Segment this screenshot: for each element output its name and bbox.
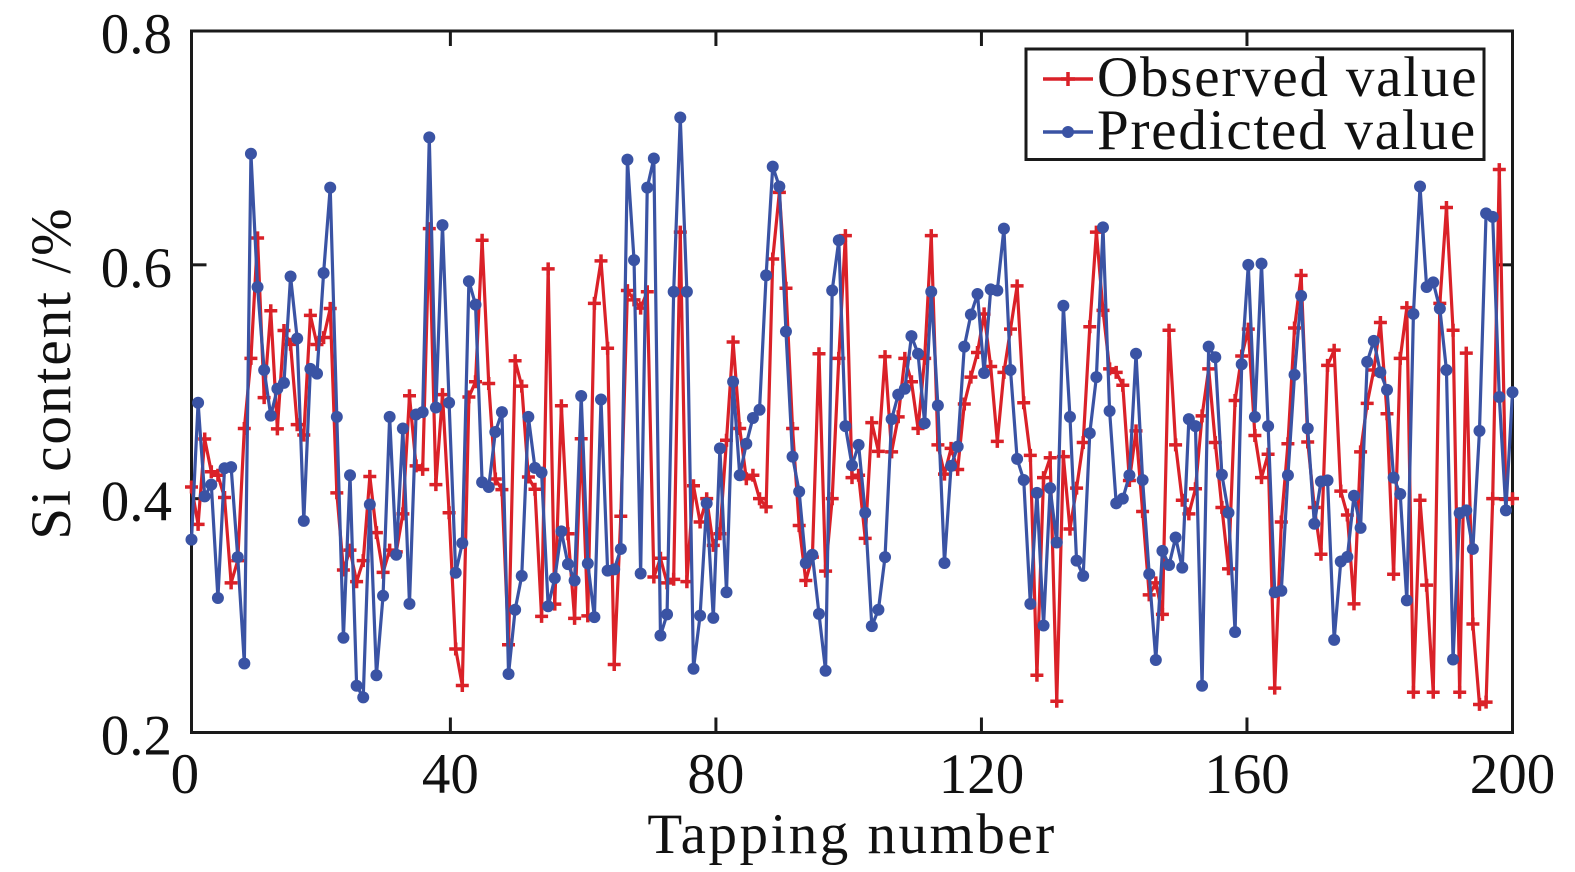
svg-text:160: 160 <box>1204 743 1290 806</box>
svg-text:Predicted value: Predicted value <box>1097 99 1477 162</box>
svg-text:0.8: 0.8 <box>101 3 172 66</box>
svg-text:200: 200 <box>1470 743 1556 806</box>
svg-text:0.2: 0.2 <box>101 705 172 768</box>
svg-text:Si content /%: Si content /% <box>20 206 83 539</box>
svg-text:120: 120 <box>939 743 1025 806</box>
svg-text:0: 0 <box>171 743 200 806</box>
svg-text:80: 80 <box>687 743 744 806</box>
svg-text:0.6: 0.6 <box>101 237 172 300</box>
svg-text:Observed value: Observed value <box>1097 46 1478 109</box>
svg-text:Tapping number: Tapping number <box>647 803 1056 866</box>
svg-text:0.4: 0.4 <box>101 471 172 534</box>
svg-text:40: 40 <box>422 743 479 806</box>
